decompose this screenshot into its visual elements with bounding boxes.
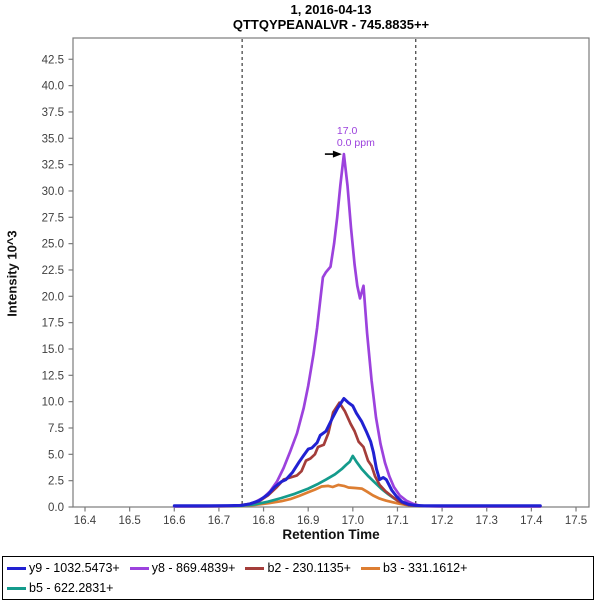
peak-ppm-label: 0.0 ppm bbox=[336, 137, 375, 150]
y-tick-label: 7.5 bbox=[48, 423, 64, 435]
legend-label: b5 - 622.2831+ bbox=[29, 581, 114, 595]
x-tick-label: 17.5 bbox=[565, 515, 587, 527]
x-tick-label: 16.6 bbox=[163, 515, 185, 527]
y-tick-label: 37.5 bbox=[42, 107, 64, 119]
legend-label: y9 - 1032.5473+ bbox=[29, 561, 120, 575]
y-tick-label: 35.0 bbox=[42, 133, 64, 145]
y-tick-label: 22.5 bbox=[42, 265, 64, 277]
x-tick-label: 17.2 bbox=[431, 515, 453, 527]
chromatogram-plot[interactable]: 16.4 16.5 16.6 16.7 16.8 16.9 17.0 17.1 17.2 17.3… bbox=[0, 0, 600, 556]
x-tick-label: 17.1 bbox=[386, 515, 408, 527]
y-tick-label: 30.0 bbox=[42, 186, 64, 198]
x-axis-label: Retention Time bbox=[282, 527, 380, 542]
y-tick-label: 32.5 bbox=[42, 160, 64, 172]
x-tick-label: 16.4 bbox=[74, 515, 97, 527]
trace-y9[interactable] bbox=[172, 397, 542, 508]
y-tick-label: 40.0 bbox=[42, 81, 64, 93]
y-tick-label: 27.5 bbox=[42, 212, 64, 224]
y-tick-label: 15.0 bbox=[42, 344, 64, 356]
legend-item-b2: b2 - 230.1135+ bbox=[245, 559, 351, 577]
legend-label: y8 - 869.4839+ bbox=[151, 561, 236, 575]
legend-item-y9: y9 - 1032.5473+ bbox=[7, 559, 120, 577]
legend-swatch bbox=[245, 566, 265, 570]
y-tick-label: 20.0 bbox=[42, 291, 64, 303]
legend-item-b5: b5 - 622.2831+ bbox=[7, 579, 113, 597]
y-tick-label: 25.0 bbox=[42, 239, 64, 251]
chart-title: 1, 2016-04-13 QTTQYPEANALVR - 745.8835++ bbox=[73, 2, 589, 32]
legend-item-b3: b3 - 331.1612+ bbox=[360, 559, 468, 577]
peak-arrow-head bbox=[332, 150, 342, 158]
legend-label: b2 - 230.1135+ bbox=[267, 561, 351, 575]
legend-swatch bbox=[360, 566, 380, 570]
legend-item-y8: y8 - 869.4839+ bbox=[129, 559, 236, 577]
x-tick-label: 17.3 bbox=[476, 515, 498, 527]
x-tick-label: 16.8 bbox=[252, 515, 274, 527]
x-tick-label: 17.0 bbox=[342, 515, 364, 527]
legend-label: b3 - 331.1612+ bbox=[382, 561, 468, 575]
y-tick-label: 17.5 bbox=[42, 318, 64, 330]
y-tick-label: 12.5 bbox=[42, 370, 64, 382]
legend-swatch bbox=[7, 566, 26, 570]
plot-area[interactable] bbox=[72, 37, 590, 508]
x-tick-label: 16.7 bbox=[208, 515, 230, 527]
x-tick-label: 16.5 bbox=[118, 515, 140, 527]
y-tick-label: 10.0 bbox=[42, 397, 64, 409]
chart-title-line2: QTTQYPEANALVR - 745.8835++ bbox=[232, 17, 430, 32]
x-tick-label: 16.9 bbox=[297, 515, 319, 527]
legend: y9 - 1032.5473+ y8 - 869.4839+ b2 - 230.11… bbox=[2, 556, 594, 600]
x-tick-label: 17.4 bbox=[520, 515, 543, 527]
peak-rt-label: 17.0 bbox=[336, 125, 358, 138]
y-tick-label: 42.5 bbox=[42, 54, 64, 66]
y-tick-label: 2.5 bbox=[48, 476, 64, 488]
peak-annotation: 17.0 0.0 ppm bbox=[337, 125, 375, 149]
legend-swatch bbox=[129, 566, 149, 570]
legend-swatch bbox=[7, 586, 26, 590]
y-tick-label: 5.0 bbox=[48, 449, 64, 461]
y-tick-label: 0.0 bbox=[48, 502, 64, 514]
chart-title-line1: 1, 2016-04-13 bbox=[290, 2, 372, 17]
